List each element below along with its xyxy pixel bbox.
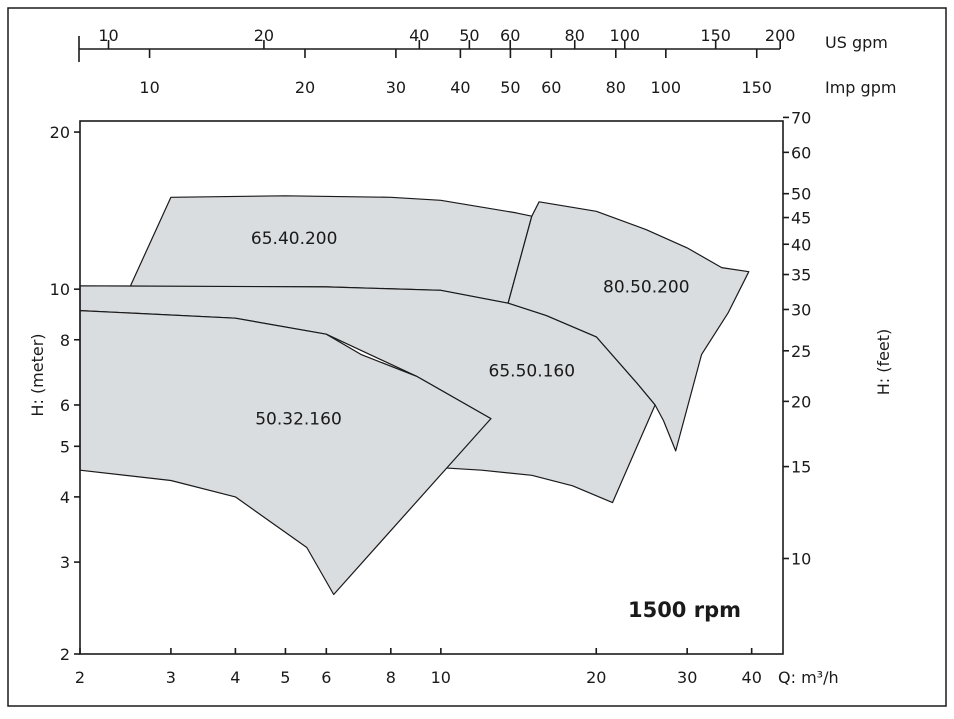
- x-tick-label: 3: [166, 668, 176, 687]
- y2-tick-label: 10: [791, 550, 811, 569]
- y-tick-label: 5: [60, 437, 70, 456]
- us-gpm-tick-label: 200: [765, 26, 796, 45]
- y2-tick-label: 25: [791, 342, 811, 361]
- y2-tick-label: 15: [791, 458, 811, 477]
- y2-tick-label: 40: [791, 235, 811, 254]
- y-tick-label: 20: [50, 123, 70, 142]
- imp-gpm-ticks: 10 20 30 40 50 60 80 100 150: [139, 49, 772, 97]
- imp-gpm-tick-label: 50: [500, 78, 520, 97]
- x-tick-label: 2: [75, 668, 85, 687]
- x-tick-label: 5: [280, 668, 290, 687]
- x-tick-label: 20: [586, 668, 606, 687]
- us-gpm-tick-label: 50: [459, 26, 479, 45]
- pump-region-50-32-160: [79, 310, 492, 596]
- y-tick-label: 3: [60, 553, 70, 572]
- us-gpm-tick-label: 80: [565, 26, 585, 45]
- head-feet-axis-label: H: (feet): [874, 329, 893, 396]
- x-tick-label: 4: [230, 668, 240, 687]
- us-gpm-tick-label: 10: [98, 26, 118, 45]
- y2-tick-label: 30: [791, 301, 811, 320]
- imp-gpm-tick-label: 10: [139, 78, 159, 97]
- imp-gpm-tick-label: 40: [450, 78, 470, 97]
- us-gpm-axis-label: US gpm: [825, 33, 888, 52]
- imp-gpm-tick-label: 20: [295, 78, 315, 97]
- speed-annotation: 1500 rpm: [628, 598, 741, 622]
- y2-tick-label: 35: [791, 266, 811, 285]
- flow-m3h-axis: 2 3 4 5 6 8 10 20 30 40: [75, 648, 762, 687]
- us-gpm-tick-label: 100: [610, 26, 641, 45]
- pump-region-labels: 65.40.200 80.50.200 65.50.160 50.32.160: [251, 229, 690, 430]
- pump-region-label-65-50-160: 65.50.160: [489, 362, 576, 382]
- y-tick-label: 8: [60, 331, 70, 350]
- y-tick-label: 2: [60, 645, 70, 664]
- head-feet-axis: 70 60 50 45 40 35 30 25 20 15 10: [783, 108, 811, 569]
- flow-gpm-axis: 10 20 40 50 60 80 100 150 200 10 20 30 40 50 60 80 100 1…: [78, 26, 896, 97]
- plot-frame: [79, 120, 784, 655]
- y-tick-label: 6: [60, 396, 70, 415]
- y-tick-label: 10: [50, 280, 70, 299]
- y2-tick-label: 70: [791, 108, 811, 127]
- pump-region-label-65-40-200: 65.40.200: [251, 229, 338, 249]
- y2-tick-label: 60: [791, 143, 811, 162]
- y-tick-label: 4: [60, 488, 70, 507]
- plot-area: 65.40.200 80.50.200 65.50.160 50.32.160 150…: [79, 120, 784, 655]
- x-tick-label: 40: [742, 668, 762, 687]
- flow-m3h-axis-label: Q: m³/h: [778, 668, 839, 687]
- imp-gpm-tick-label: 30: [386, 78, 406, 97]
- us-gpm-ticks: 10 20 40 50 60 80 100 150 200: [98, 26, 795, 49]
- pump-region-label-50-32-160: 50.32.160: [255, 410, 342, 430]
- imp-gpm-tick-label: 100: [651, 78, 682, 97]
- y2-tick-label: 20: [791, 392, 811, 411]
- imp-gpm-tick-label: 80: [606, 78, 626, 97]
- y2-tick-label: 45: [791, 209, 811, 228]
- x-tick-label: 10: [431, 668, 451, 687]
- imp-gpm-axis-label: Imp gpm: [825, 78, 896, 97]
- us-gpm-tick-label: 40: [409, 26, 429, 45]
- head-meter-axis-label: H: (meter): [28, 333, 47, 416]
- x-tick-label: 8: [386, 668, 396, 687]
- x-tick-label: 6: [321, 668, 331, 687]
- us-gpm-tick-label: 150: [700, 26, 731, 45]
- us-gpm-tick-label: 60: [500, 26, 520, 45]
- imp-gpm-tick-label: 60: [541, 78, 561, 97]
- pump-regions: [79, 195, 750, 596]
- x-tick-label: 30: [677, 668, 697, 687]
- y2-tick-label: 50: [791, 185, 811, 204]
- us-gpm-tick-label: 20: [254, 26, 274, 45]
- head-meter-axis: 2 3 4 5 6 8 10 20: [50, 123, 80, 664]
- imp-gpm-tick-label: 150: [741, 78, 772, 97]
- pump-region-label-80-50-200: 80.50.200: [603, 278, 690, 298]
